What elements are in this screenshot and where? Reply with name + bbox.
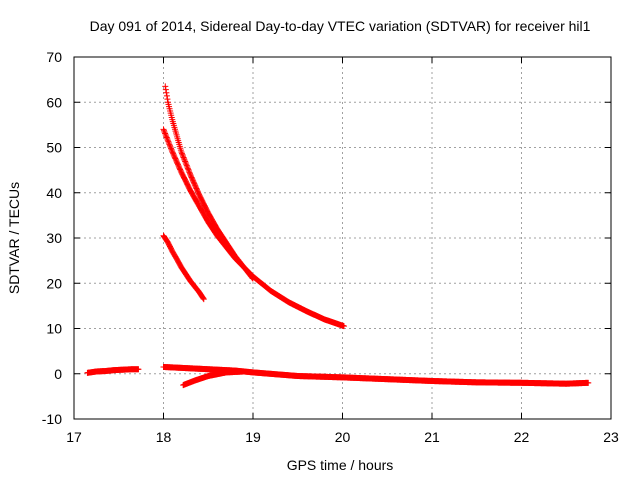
data-point-marker bbox=[163, 89, 170, 96]
data-point-marker bbox=[182, 159, 189, 166]
series-arc-high bbox=[162, 83, 256, 282]
y-tick-label: -10 bbox=[42, 411, 62, 427]
y-tick-label: 70 bbox=[46, 49, 62, 65]
data-point-marker bbox=[169, 148, 176, 155]
data-point-marker bbox=[185, 166, 192, 173]
data-point-marker bbox=[200, 295, 207, 302]
data-point-marker bbox=[164, 137, 171, 144]
y-tick-label: 30 bbox=[46, 230, 62, 246]
y-tick-label: 10 bbox=[46, 321, 62, 337]
data-point-marker bbox=[135, 366, 142, 373]
data-point-marker bbox=[585, 379, 592, 386]
x-axis-label: GPS time / hours bbox=[287, 457, 394, 473]
data-point-marker bbox=[161, 129, 168, 136]
y-tick-label: 0 bbox=[54, 366, 62, 382]
data-point-marker bbox=[183, 161, 190, 168]
data-point-marker bbox=[181, 155, 188, 162]
data-point-marker bbox=[162, 86, 169, 93]
series-low-segment-b bbox=[160, 363, 592, 387]
data-point-marker bbox=[178, 150, 185, 157]
data-point-marker bbox=[164, 135, 171, 142]
data-point-marker bbox=[178, 149, 185, 156]
data-point-marker bbox=[184, 163, 191, 170]
data-point-marker bbox=[165, 138, 172, 145]
x-tick-label: 17 bbox=[66, 429, 82, 445]
data-point-marker bbox=[165, 139, 172, 146]
data-point-marker bbox=[164, 96, 171, 103]
chart-title: Day 091 of 2014, Sidereal Day-to-day VTE… bbox=[90, 18, 591, 34]
grid-lines bbox=[74, 57, 611, 419]
data-point-marker bbox=[186, 170, 193, 177]
data-point-marker bbox=[163, 134, 170, 141]
series-low-segment-a bbox=[84, 366, 142, 376]
data-point-marker bbox=[166, 142, 173, 149]
data-point-marker bbox=[184, 165, 191, 172]
data-point-marker bbox=[162, 130, 169, 137]
data-point-marker bbox=[186, 169, 193, 176]
data-point-marker bbox=[240, 368, 247, 375]
data-point-marker bbox=[183, 162, 190, 169]
x-tick-label: 23 bbox=[603, 429, 619, 445]
x-tick-label: 22 bbox=[514, 429, 530, 445]
x-tick-label: 19 bbox=[245, 429, 261, 445]
y-tick-label: 50 bbox=[46, 140, 62, 156]
data-point-marker bbox=[200, 296, 207, 303]
y-tick-label: 20 bbox=[46, 275, 62, 291]
x-tick-label: 20 bbox=[335, 429, 351, 445]
data-point-marker bbox=[166, 141, 173, 148]
axis-ticks: 17 18 19 20 21 22 23 -10 0 10 20 30 40 50 60 70 bbox=[42, 49, 619, 445]
data-point-marker bbox=[168, 146, 175, 153]
data-point-marker bbox=[167, 144, 174, 151]
y-tick-label: 60 bbox=[46, 94, 62, 110]
data-point-marker bbox=[162, 131, 169, 138]
data-point-marker bbox=[185, 168, 192, 175]
data-series bbox=[84, 83, 592, 389]
data-point-marker bbox=[163, 92, 170, 99]
data-point-marker bbox=[162, 83, 169, 90]
data-point-marker bbox=[163, 133, 170, 140]
data-point-marker bbox=[180, 154, 187, 161]
y-tick-label: 40 bbox=[46, 185, 62, 201]
series-low-segment-c bbox=[180, 368, 247, 389]
data-point-marker bbox=[182, 158, 189, 165]
series-arc-mid bbox=[160, 126, 347, 330]
plot-frame bbox=[73, 56, 612, 420]
data-point-marker bbox=[181, 157, 188, 164]
data-point-marker bbox=[180, 153, 187, 160]
data-point-marker bbox=[160, 126, 167, 133]
data-point-marker bbox=[179, 151, 186, 158]
x-tick-label: 21 bbox=[424, 429, 440, 445]
series-arc-low bbox=[160, 232, 207, 303]
x-tick-label: 18 bbox=[156, 429, 172, 445]
data-point-marker bbox=[168, 145, 175, 152]
y-axis-label: SDTVAR / TECUs bbox=[6, 182, 22, 294]
data-point-marker bbox=[161, 127, 168, 134]
data-point-marker bbox=[340, 323, 347, 330]
